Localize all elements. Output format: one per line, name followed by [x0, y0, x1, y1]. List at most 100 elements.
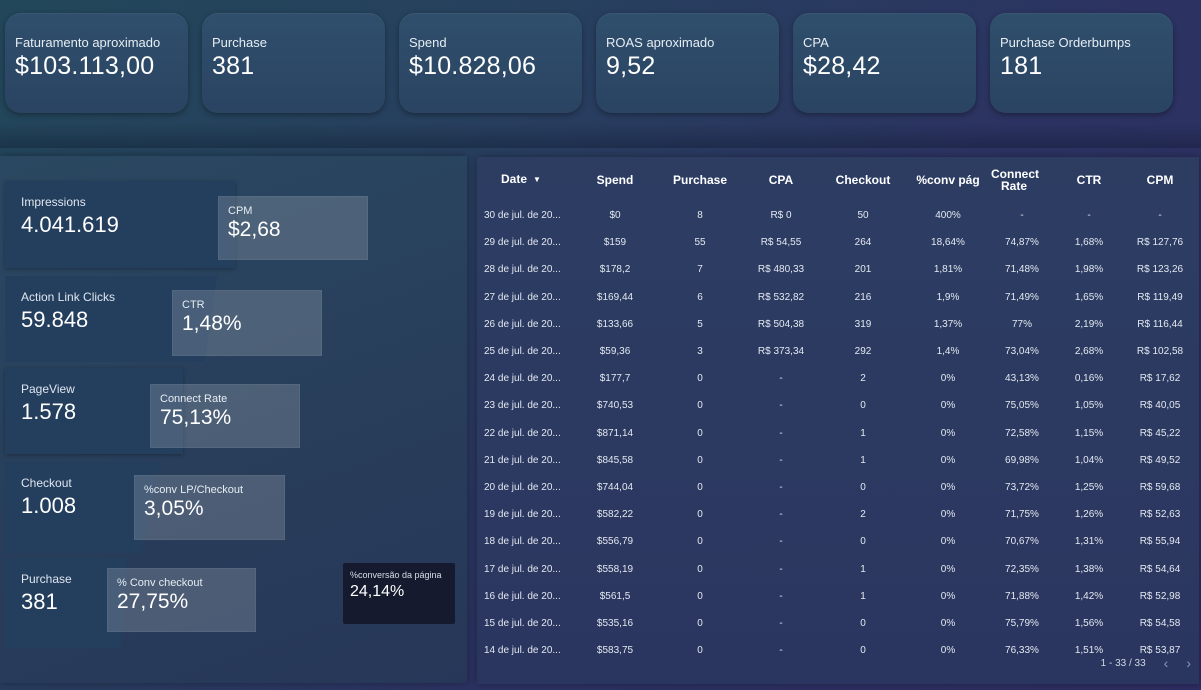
- chevron-left-icon[interactable]: ‹: [1163, 655, 1169, 671]
- funnel-label: Purchase: [21, 572, 72, 586]
- cell-purchase: 0: [697, 481, 703, 493]
- cell-date: 28 de jul. de 20...: [484, 264, 561, 276]
- cell-connect-rate: 71,49%: [1005, 291, 1039, 303]
- table-row[interactable]: 22 de jul. de 20... $871,14 0 - 1 0% 72,58% 1,1…: [477, 420, 1199, 447]
- funnel-step-link-clicks: Action Link Clicks 59.848: [5, 276, 217, 362]
- cell-purchase: 0: [697, 617, 703, 629]
- cell-date: 17 de jul. de 20...: [484, 563, 561, 575]
- table-row[interactable]: 29 de jul. de 20... $159 55 R$ 54,55 264 18,6…: [477, 229, 1199, 256]
- cell-cpm: R$ 59,68: [1139, 481, 1181, 493]
- kpi-card-roas: ROAS aproximado 9,52: [596, 13, 779, 113]
- column-header-checkout[interactable]: Checkout: [835, 172, 891, 187]
- kpi-card-spend: Spend $10.828,06: [399, 13, 582, 113]
- cell-cpa: -: [779, 645, 783, 657]
- cell-checkout: 0: [860, 536, 866, 548]
- cell-cpm: R$ 52,98: [1139, 590, 1181, 602]
- cell-cpa: -: [779, 373, 783, 385]
- cell-spend: $561,5: [599, 590, 631, 602]
- table-row[interactable]: 14 de jul. de 20... $583,75 0 - 0 0% 76,33% 1,5…: [477, 637, 1199, 664]
- cell-cpm: R$ 52,63: [1139, 509, 1181, 521]
- cell-conv-pag: 0%: [940, 454, 956, 466]
- cell-cpa: -: [779, 481, 783, 493]
- kpi-label: ROAS aproximado: [606, 35, 715, 50]
- rate-value: 27,75%: [117, 590, 189, 613]
- cell-spend: $59,36: [599, 346, 631, 358]
- column-header-label: Date: [501, 172, 528, 186]
- cell-ctr: 1,04%: [1074, 454, 1104, 466]
- table-row[interactable]: 23 de jul. de 20... $740,53 0 - 0 0% 75,05% 1,0…: [477, 392, 1199, 419]
- page-conversion-card: %conversão da página 24,14%: [343, 563, 455, 624]
- column-header-connect-rate[interactable]: Connect Rate: [991, 166, 1039, 193]
- column-header-purchase[interactable]: Purchase: [672, 172, 728, 187]
- cell-checkout: 216: [854, 291, 872, 303]
- cell-conv-pag: 0%: [940, 400, 956, 412]
- cell-purchase: 6: [697, 291, 703, 303]
- table-row[interactable]: 28 de jul. de 20... $178,2 7 R$ 480,33 201 1,…: [477, 256, 1199, 283]
- cell-spend: $0: [609, 210, 621, 222]
- column-header-ctr[interactable]: CTR: [1076, 172, 1102, 187]
- cell-ctr: 2,68%: [1074, 346, 1104, 358]
- cell-spend: $744,04: [596, 481, 634, 493]
- rate-value: 75,13%: [160, 406, 232, 429]
- column-header-conv-pag[interactable]: %conv pág: [916, 172, 980, 187]
- cell-cpa: R$ 54,55: [760, 237, 802, 249]
- table-row[interactable]: 24 de jul. de 20... $177,7 0 - 2 0% 43,13% 0,16…: [477, 365, 1199, 392]
- cell-connect-rate: 71,75%: [1005, 509, 1039, 521]
- cell-ctr: 1,05%: [1074, 400, 1104, 412]
- cell-connect-rate: 69,98%: [1005, 454, 1039, 466]
- table-row[interactable]: 26 de jul. de 20... $133,66 5 R$ 504,38 319 1…: [477, 311, 1199, 338]
- cell-cpm: R$ 45,22: [1139, 427, 1181, 439]
- cell-checkout: 1: [860, 590, 866, 602]
- cell-spend: $133,66: [596, 318, 634, 330]
- funnel-label: Action Link Clicks: [21, 290, 116, 304]
- cell-ctr: 1,31%: [1074, 536, 1104, 548]
- kpi-label: Spend: [409, 35, 447, 50]
- table-row[interactable]: 20 de jul. de 20... $744,04 0 - 0 0% 73,72% 1,2…: [477, 474, 1199, 501]
- column-header-cpa[interactable]: CPA: [768, 172, 794, 187]
- rate-card-connect-rate: Connect Rate 75,13%: [150, 384, 300, 448]
- cell-spend: $583,75: [596, 645, 634, 657]
- cell-cpa: R$ 373,34: [757, 346, 805, 358]
- cell-checkout: 0: [860, 617, 866, 629]
- cell-checkout: 1: [860, 427, 866, 439]
- cell-ctr: 2,19%: [1074, 318, 1104, 330]
- cell-spend: $159: [603, 237, 627, 249]
- funnel-label: PageView: [21, 382, 75, 396]
- cell-ctr: 1,56%: [1074, 617, 1104, 629]
- table-row[interactable]: 18 de jul. de 20... $556,79 0 - 0 0% 70,67% 1,3…: [477, 528, 1199, 555]
- cell-cpa: -: [779, 427, 783, 439]
- table-row[interactable]: 19 de jul. de 20... $582,22 0 - 2 0% 71,75% 1,2…: [477, 501, 1199, 528]
- table-row[interactable]: 15 de jul. de 20... $535,16 0 - 0 0% 75,79% 1,5…: [477, 610, 1199, 637]
- table-row[interactable]: 25 de jul. de 20... $59,36 3 R$ 373,34 292 1,…: [477, 338, 1199, 365]
- cell-cpa: -: [779, 509, 783, 521]
- column-header-date[interactable]: Date ▼: [477, 157, 575, 202]
- table-header-row: Date ▼ Spend Purchase CPA Checkout %conv …: [477, 157, 1199, 202]
- funnel-step-pageview: PageView 1.578: [5, 368, 183, 454]
- cell-cpa: R$ 0: [770, 210, 792, 222]
- table-row[interactable]: 21 de jul. de 20... $845,58 0 - 1 0% 69,98% 1,0…: [477, 447, 1199, 474]
- cell-spend: $582,22: [596, 509, 634, 521]
- funnel-label: Impressions: [21, 195, 86, 209]
- cell-ctr: 1,15%: [1074, 427, 1104, 439]
- cell-cpa: -: [779, 617, 783, 629]
- kpi-value: $103.113,00: [15, 52, 155, 80]
- cell-conv-pag: 0%: [940, 590, 956, 602]
- cell-conv-pag: 0%: [940, 645, 956, 657]
- cell-cpa: R$ 480,33: [757, 264, 805, 276]
- table-body: 30 de jul. de 20... $0 8 R$ 0 50 400% - - -29 de…: [477, 202, 1199, 664]
- cell-checkout: 319: [854, 318, 872, 330]
- column-header-cpm[interactable]: CPM: [1146, 172, 1174, 187]
- cell-conv-pag: 1,37%: [933, 318, 963, 330]
- kpi-label: Faturamento aproximado: [15, 35, 161, 50]
- table-row[interactable]: 27 de jul. de 20... $169,44 6 R$ 532,82 216 1…: [477, 284, 1199, 311]
- chevron-right-icon[interactable]: ›: [1186, 655, 1191, 671]
- sort-desc-icon[interactable]: ▼: [533, 175, 541, 184]
- cell-spend: $845,58: [596, 454, 634, 466]
- table-row[interactable]: 30 de jul. de 20... $0 8 R$ 0 50 400% - - -: [477, 202, 1199, 229]
- table-row[interactable]: 17 de jul. de 20... $558,19 0 - 1 0% 72,35% 1,3…: [477, 555, 1199, 582]
- table-row[interactable]: 16 de jul. de 20... $561,5 0 - 1 0% 71,88% 1,42…: [477, 583, 1199, 610]
- column-header-spend[interactable]: Spend: [596, 172, 634, 187]
- funnel-value: 381: [21, 589, 58, 614]
- cell-cpm: R$ 54,64: [1139, 563, 1181, 575]
- cell-conv-pag: 400%: [935, 210, 961, 222]
